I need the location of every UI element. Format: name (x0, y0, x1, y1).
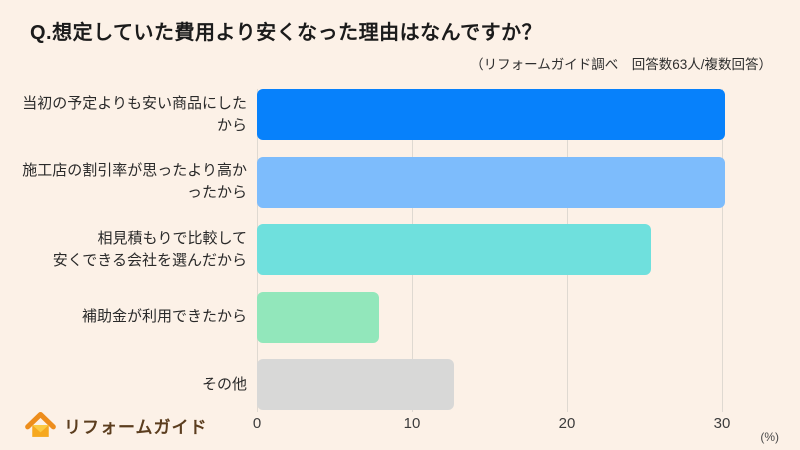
plot-area: 0 10 20 30 (253, 89, 772, 434)
category-label-4: その他 (201, 375, 247, 393)
x-tick-label-30: 30 (713, 415, 731, 432)
x-tick-label-10: 10 (403, 415, 421, 432)
gridline-30 (722, 89, 723, 412)
x-tick-label-0: 0 (252, 415, 262, 432)
house-icon (25, 411, 56, 437)
bar-4 (257, 359, 454, 410)
brand-logo: リフォームガイド (24, 410, 208, 440)
chart-subtitle: （リフォームガイド調べ 回答数63人/複数回答） (470, 57, 772, 72)
house-flap (32, 425, 49, 433)
bar-2 (257, 224, 651, 275)
bar-0 (257, 89, 726, 140)
brand-logo-text: リフォームガイド (64, 417, 208, 437)
chart-title: Q.想定していた費用より安くなった理由はなんですか？ (30, 22, 543, 44)
category-label-2: 相見積もりで比較して 安くできる会社を選んだから (52, 229, 247, 269)
category-label-1: 施工店の割引率が思ったより高かったから (22, 162, 247, 201)
x-tick-label-20: 20 (558, 415, 576, 432)
axis-unit-label: (%) (760, 430, 779, 444)
category-label-3: 補助金が利用できたから (81, 308, 247, 326)
category-label-0: 当初の予定よりも安い商品にしたから (22, 94, 247, 134)
bar-1 (257, 156, 726, 208)
house-roof (25, 411, 56, 430)
bar-3 (257, 291, 380, 343)
